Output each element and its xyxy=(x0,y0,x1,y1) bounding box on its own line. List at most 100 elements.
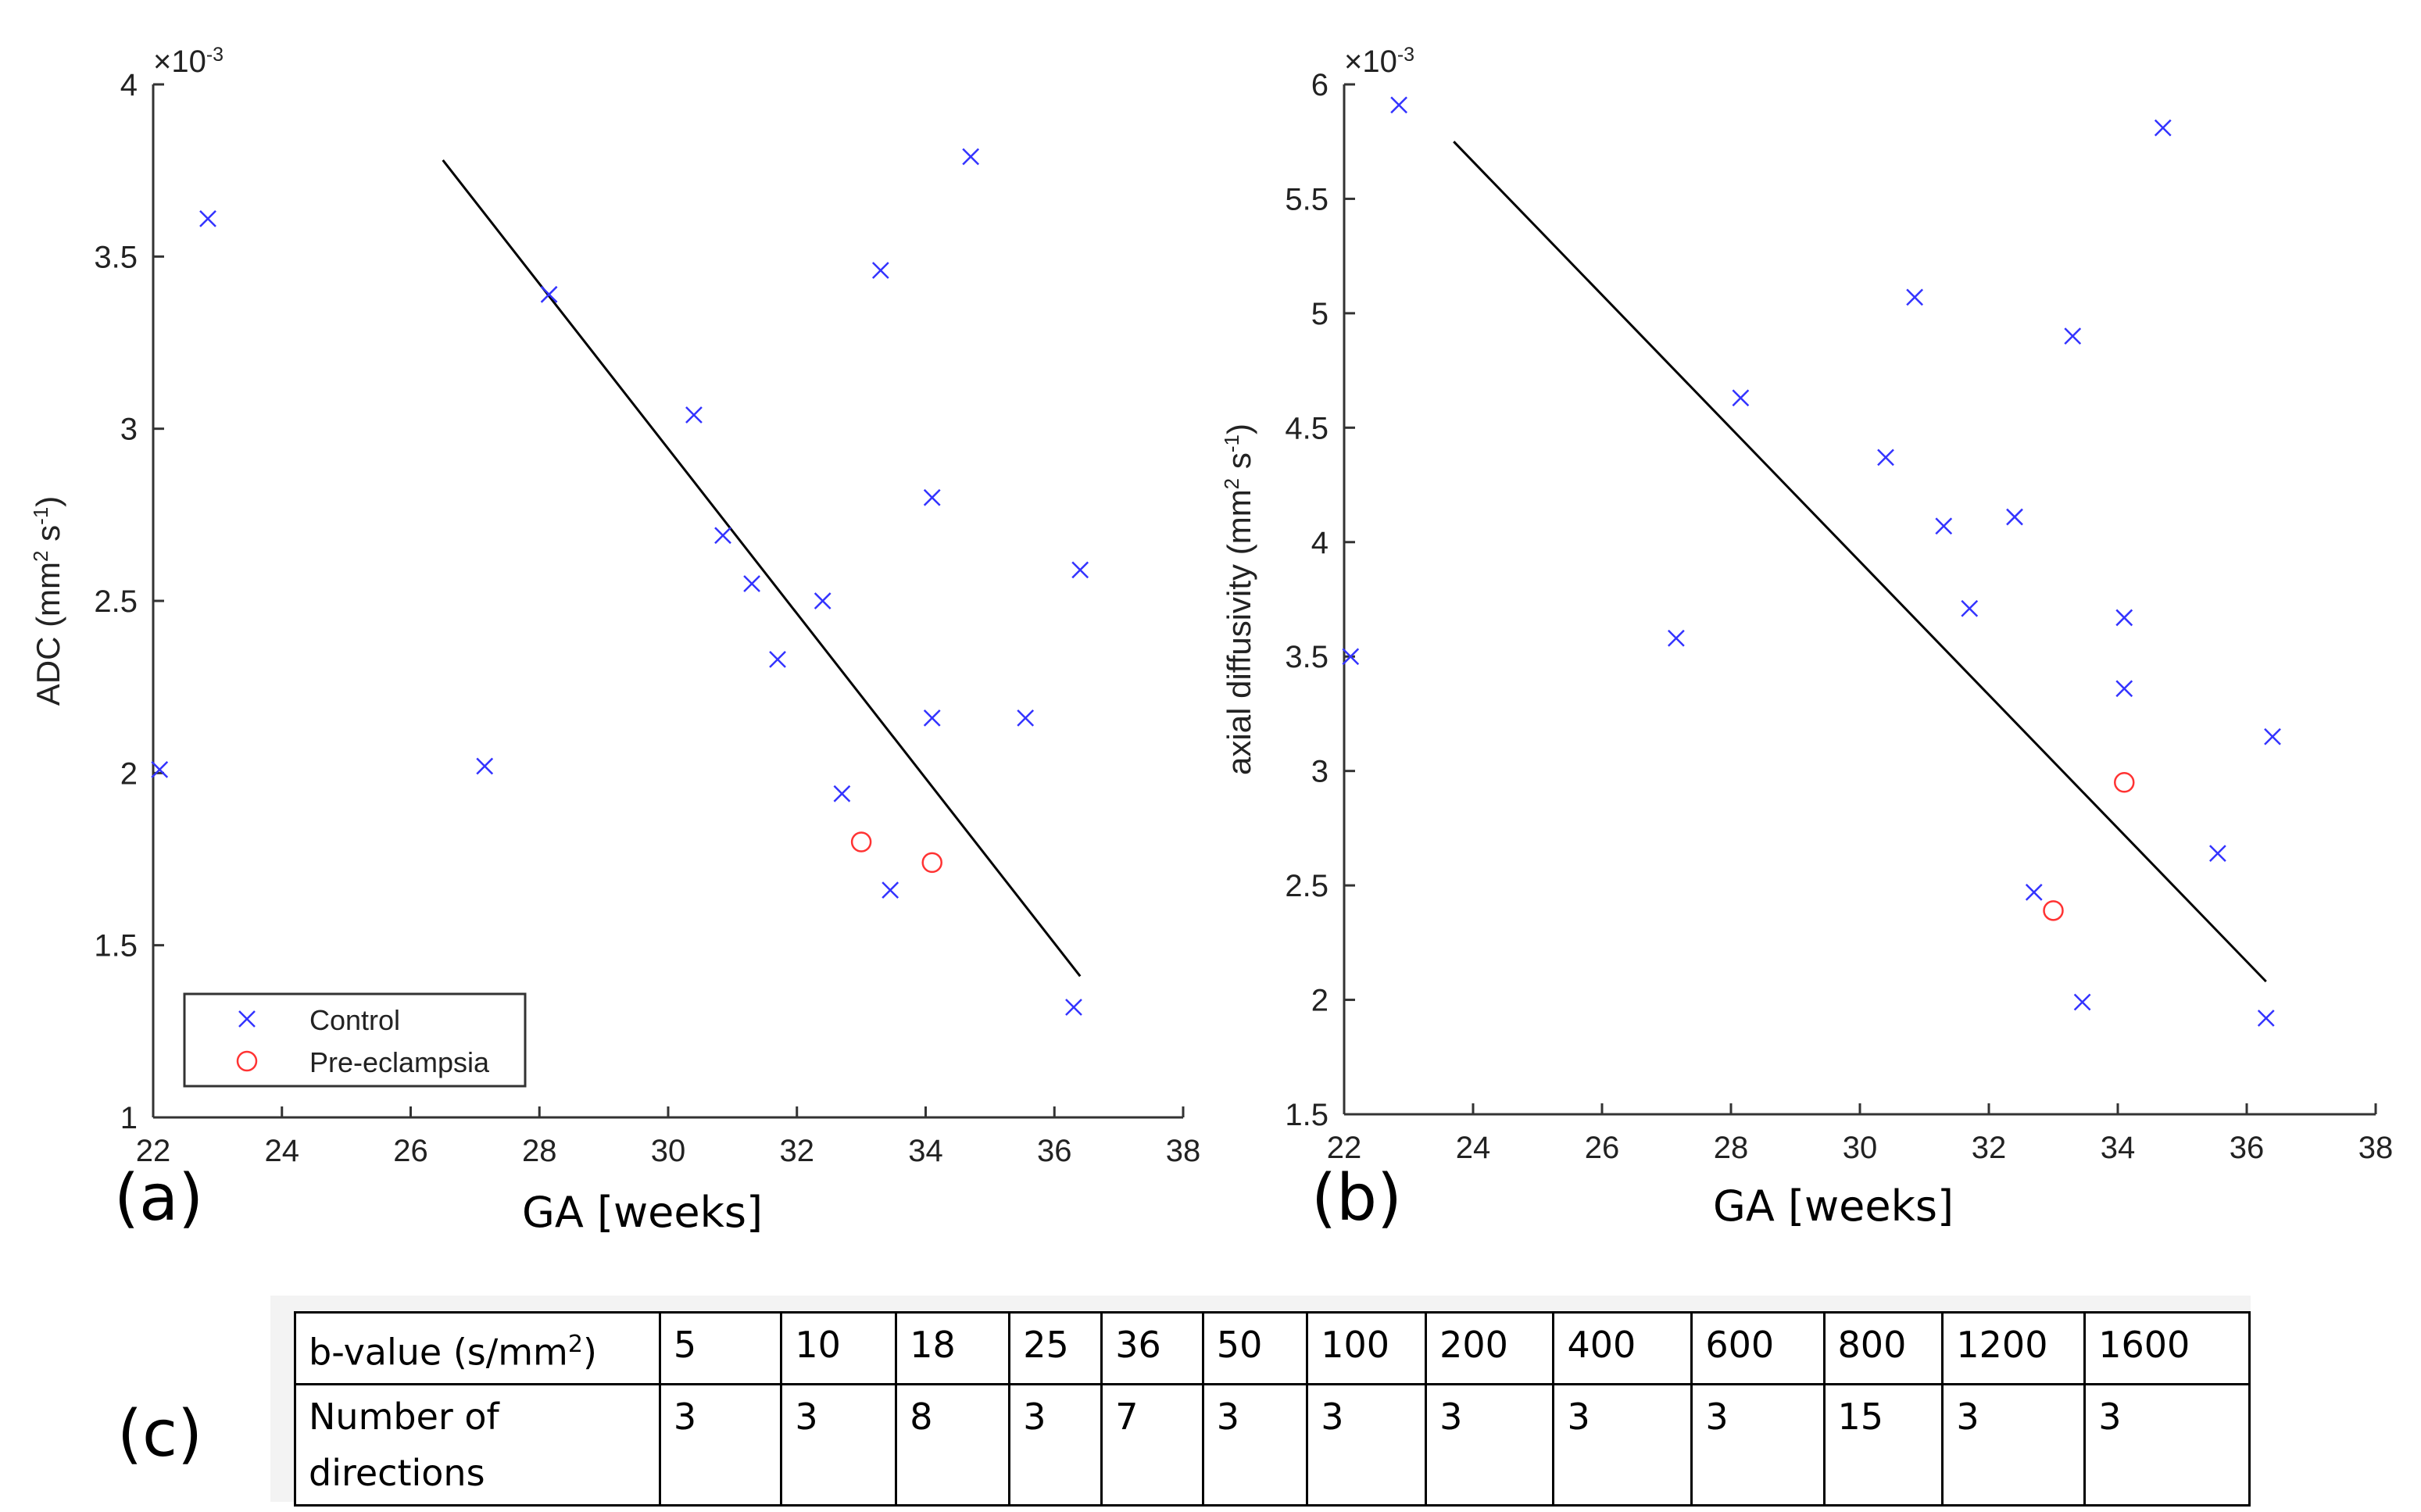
chart-b-control-point xyxy=(1906,288,1924,306)
chart-a-control-mark-b xyxy=(871,262,889,279)
chart-b-control-point xyxy=(2064,327,2082,345)
chart-b-control-point xyxy=(1961,599,1979,617)
b-value-cell: 18 xyxy=(895,1310,1011,1386)
chart-a-control-point xyxy=(962,148,980,166)
chart-a-control-mark-b xyxy=(923,488,941,506)
chart-b-control-point xyxy=(2154,119,2172,137)
chart-a-exponent-label: ×10-3 xyxy=(153,44,224,79)
chart-b-y-tick-label: 6 xyxy=(1311,68,1329,102)
chart-a-control-mark-b xyxy=(962,148,980,166)
x-axis-title-b: GA [weeks] xyxy=(1713,1181,1954,1231)
chart-b-control-point xyxy=(2025,884,2043,901)
chart-a-x-tick-label: 28 xyxy=(522,1134,557,1168)
direction-count-cell: 7 xyxy=(1100,1383,1204,1507)
panel-label-a: (a) xyxy=(114,1161,204,1235)
row-header-b-value: b-value (s/mm2) xyxy=(294,1310,661,1386)
chart-a-control-point xyxy=(1071,561,1089,579)
chart-b-control-point xyxy=(1732,389,1750,407)
chart-a-control-mark-b xyxy=(814,592,831,609)
chart-b-y-tick-label: 1.5 xyxy=(1285,1098,1329,1132)
chart-b-x-tick-label: 32 xyxy=(1972,1131,2007,1165)
b-value-table: b-value (s/mm2) 5 10 18 25 36 50 100 200 400 600 8… xyxy=(294,1310,2251,1507)
chart-b-control-mark-b xyxy=(2115,680,2133,698)
chart-b-control-mark-b xyxy=(2025,884,2043,901)
chart-b-control-mark-b xyxy=(1961,599,1979,617)
chart-a-legend-control-marker xyxy=(238,1010,256,1028)
chart-a-exponent-label-part-1: -3 xyxy=(206,44,224,66)
chart-a-legend-preeclampsia-label: Pre-eclampsia xyxy=(309,1046,490,1078)
direction-count-cell: 3 xyxy=(780,1383,898,1507)
chart-a-control-point xyxy=(814,592,831,609)
chart-b-control-mark-b xyxy=(2264,727,2281,745)
chart-b-y-tick-label: 4.5 xyxy=(1285,411,1329,445)
chart-a-control-point xyxy=(882,881,899,899)
chart-a-control-mark-b xyxy=(685,406,703,424)
direction-count-cell: 3 xyxy=(1941,1383,2087,1507)
b-value-table-panel: b-value (s/mm2) 5 10 18 25 36 50 100 200 400 600 8… xyxy=(270,1296,2251,1507)
x-axis-title-a: GA [weeks] xyxy=(522,1188,763,1237)
chart-b-control-mark-b xyxy=(1877,449,1894,466)
chart-a-y-axis-label-part-1: 2 xyxy=(29,551,52,562)
chart-b-control-mark-b xyxy=(1667,629,1685,647)
chart-b-control-mark-b xyxy=(2208,845,2226,862)
chart-a-y-axis-label-part-4: ) xyxy=(30,496,66,507)
chart-a-control-mark-b xyxy=(882,881,899,899)
chart-b-control-point xyxy=(2257,1010,2275,1027)
chart-a-control-point xyxy=(923,488,941,506)
chart-b-control-point xyxy=(1877,449,1894,466)
chart-b-y-tick-label: 3.5 xyxy=(1285,640,1329,674)
chart-b-control-point xyxy=(2115,609,2133,627)
chart-b-x-tick-label: 38 xyxy=(2358,1131,2394,1165)
chart-b-preeclampsia-point xyxy=(2043,900,2064,921)
b-value-cell: 600 xyxy=(1690,1310,1826,1386)
chart-a-control-point xyxy=(685,406,703,424)
chart-a-y-tick-label: 2.5 xyxy=(94,584,138,619)
chart-a-control-point xyxy=(151,761,169,778)
chart-a-y-tick-label: 1.5 xyxy=(94,929,138,963)
chart-b-x-tick-label: 24 xyxy=(1456,1131,1491,1165)
chart-a-control-point xyxy=(743,575,760,592)
table-row-directions: Number of directions 3 3 8 3 7 3 3 3 3 3 15 3 3 xyxy=(294,1383,2251,1507)
chart-a-control-point xyxy=(1017,709,1035,727)
chart-b-control-mark-b xyxy=(1906,288,1924,306)
chart-a-x-tick-label: 22 xyxy=(136,1134,171,1168)
chart-a-legend-control-label: Control xyxy=(309,1004,400,1036)
row-header-directions: Number of directions xyxy=(294,1383,661,1507)
b-value-cell: 10 xyxy=(780,1310,898,1386)
chart-b-fit-line xyxy=(1453,141,2267,983)
chart-a-legend-preeclampsia-marker xyxy=(236,1050,258,1072)
chart-a-control-point xyxy=(833,785,851,802)
chart-b-x-tick-label: 22 xyxy=(1327,1131,1362,1165)
b-value-cell: 800 xyxy=(1822,1310,1944,1386)
chart-b-control-mark-b xyxy=(2154,119,2172,137)
chart-a-control-mark-b xyxy=(769,651,786,668)
chart-b-control-point xyxy=(2006,508,2023,526)
chart-a-y-tick-label: 4 xyxy=(120,68,138,102)
chart-a-x-tick-label: 34 xyxy=(908,1134,943,1168)
chart-b-control-point xyxy=(1390,96,1408,114)
chart-a-legend-control-mark-b xyxy=(238,1010,256,1028)
chart-b-control-mark-b xyxy=(2257,1010,2275,1027)
chart-b-x-tick-label: 26 xyxy=(1585,1131,1620,1165)
direction-count-cell: 3 xyxy=(1690,1383,1826,1507)
chart-a-control-mark-b xyxy=(151,761,169,778)
chart-b-control-mark-b xyxy=(1390,96,1408,114)
b-value-cell: 100 xyxy=(1306,1310,1428,1386)
chart-b-y-tick-label: 5.5 xyxy=(1285,182,1329,216)
chart-a-legend-box xyxy=(183,992,527,1088)
chart-a-control-point xyxy=(540,285,558,303)
b-value-header-close: ) xyxy=(582,1331,597,1374)
chart-b-y-axis-label-part-1: 2 xyxy=(1220,478,1243,489)
chart-a-control-point xyxy=(871,262,889,279)
chart-b-y-tick-label: 5 xyxy=(1311,297,1329,331)
chart-a-control-mark-b xyxy=(476,757,494,775)
direction-count-cell: 8 xyxy=(895,1383,1011,1507)
chart-b-x-tick-label: 28 xyxy=(1714,1131,1749,1165)
chart-a-control-mark-b xyxy=(714,527,731,545)
chart-a-y-tick-label: 3.5 xyxy=(94,240,138,274)
chart-b-y-axis-label-part-4: ) xyxy=(1221,424,1257,434)
chart-a-preeclampsia-point xyxy=(850,831,872,853)
chart-b-control-point xyxy=(2073,993,2091,1011)
chart-a-y-tick-label: 3 xyxy=(120,413,138,447)
chart-b-preeclampsia-point xyxy=(2114,772,2135,793)
